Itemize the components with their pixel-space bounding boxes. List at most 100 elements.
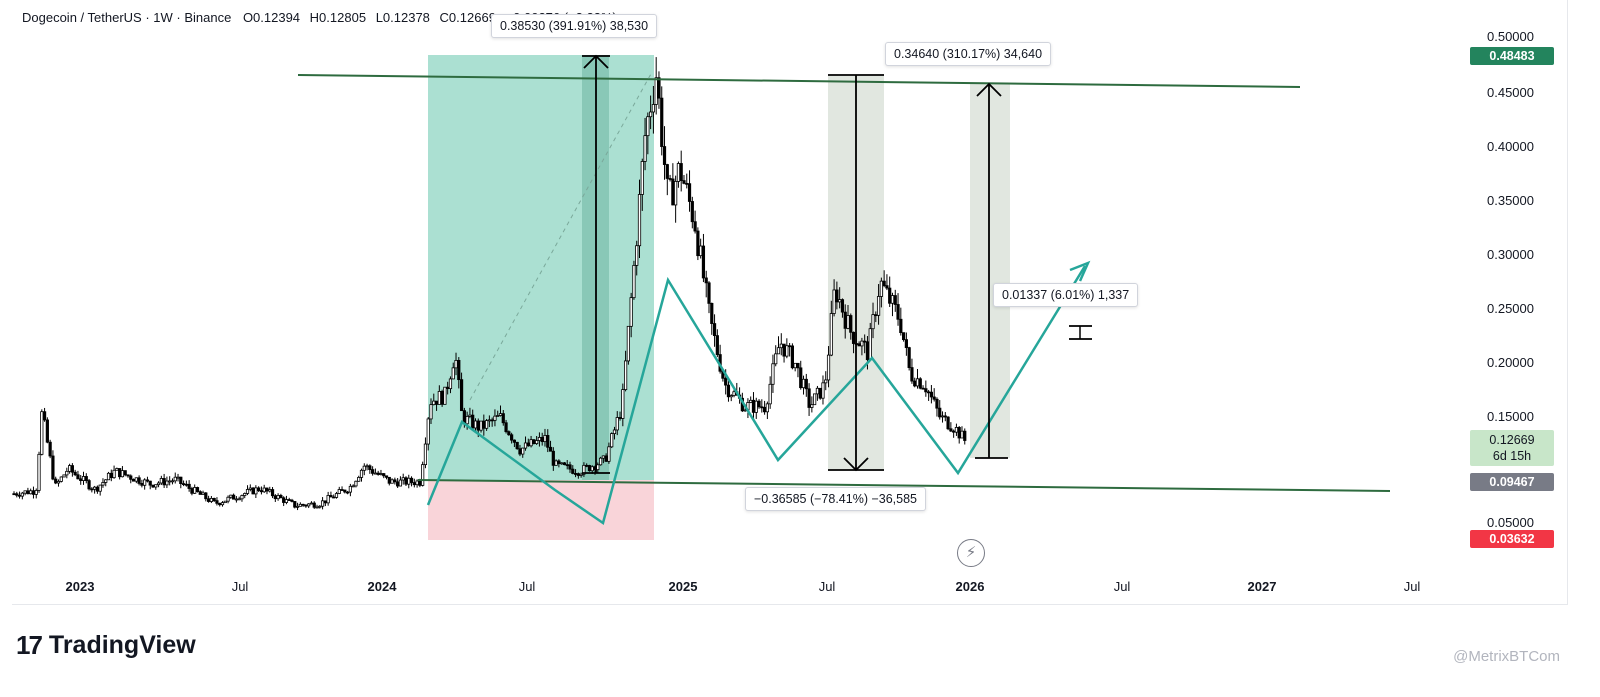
candle-body (515, 441, 519, 450)
current-price: 0.12669 (1489, 433, 1535, 447)
candle-body (635, 245, 639, 266)
candle-body (604, 455, 608, 462)
candle-body (671, 178, 675, 206)
candle-body (81, 476, 86, 481)
candle-body (712, 323, 717, 337)
candle-body (618, 417, 622, 419)
candle-body (31, 490, 36, 495)
candle-body (557, 460, 561, 464)
price-tag-mid: 0.09467 (1470, 473, 1554, 491)
candle-body (651, 104, 656, 113)
symbol-name[interactable]: Dogecoin / TetherUS · 1W · Binance (22, 10, 232, 25)
candle-body (810, 404, 814, 408)
candle-body (938, 407, 942, 418)
candle-body (429, 404, 433, 420)
candle-body (48, 441, 52, 457)
candle-body (571, 468, 575, 474)
candle-body (879, 280, 883, 297)
candle-body (818, 387, 822, 399)
candle-body (885, 285, 889, 289)
candle-body (662, 146, 667, 165)
candle-body (379, 473, 383, 475)
candle-body (551, 450, 555, 466)
candle-body (112, 469, 116, 479)
candle-body (148, 480, 152, 486)
candle-body (226, 496, 230, 502)
candle-body (615, 417, 619, 431)
price-chart[interactable]: 0.05000 0.15000 0.20000 0.25000 0.30000 0.350… (12, 0, 1567, 604)
candle-body (446, 386, 450, 390)
candle-body (546, 435, 550, 448)
candle-body (785, 345, 789, 357)
candle-body (115, 468, 119, 471)
measure-label-4[interactable]: −0.36585 (−78.41%) −36,585 (745, 487, 926, 511)
candle-body (548, 446, 553, 452)
candle-body (952, 430, 956, 433)
candle-body (218, 502, 222, 506)
candle-body (496, 415, 500, 417)
candle-body (532, 439, 536, 445)
candle-body (359, 469, 364, 478)
candle-body (334, 493, 339, 498)
candle-body (840, 299, 845, 313)
candle-body (20, 492, 24, 497)
candle-body (418, 480, 422, 486)
candle-body (487, 419, 491, 422)
candle-body (935, 398, 939, 409)
candle-body (332, 496, 336, 499)
measure-label-3[interactable]: 0.01337 (6.01%) 1,337 (993, 283, 1139, 307)
candle-body (590, 466, 594, 472)
candle-body (451, 367, 455, 380)
candle-body (699, 245, 703, 257)
candle-body (612, 429, 617, 435)
y-tick-label: 0.30000 (1487, 247, 1534, 262)
candle-body (632, 264, 636, 299)
candle-body (412, 482, 416, 486)
candle-body (237, 498, 241, 501)
candle-body (654, 77, 658, 105)
candle-body (774, 353, 778, 365)
candle-body (118, 468, 122, 478)
zigzag-arrowhead (1069, 260, 1091, 282)
chart-frame[interactable]: 0.05000 0.15000 0.20000 0.25000 0.30000 0.350… (12, 0, 1568, 605)
measure-label-1[interactable]: 0.38530 (391.91%) 38,530 (491, 14, 658, 38)
tradingview-logo[interactable]: 17 TradingView (16, 630, 196, 661)
candle-body (151, 484, 155, 488)
candle-body (963, 430, 967, 441)
low-value: L0.12378 (375, 10, 430, 25)
candle-body (454, 359, 458, 369)
candle-body (815, 387, 820, 395)
candle-body (890, 295, 895, 304)
candle-body (204, 492, 208, 500)
y-tick-label: 0.15000 (1487, 409, 1534, 424)
candle-body (190, 488, 194, 494)
candle-body (929, 391, 934, 398)
candle-body (137, 477, 141, 484)
candle-body (657, 77, 661, 99)
candle-body (259, 490, 264, 493)
candle-body (907, 347, 911, 368)
candle-body (176, 476, 180, 479)
candle-body (95, 486, 99, 492)
candle-body (596, 464, 600, 471)
measure-label-2[interactable]: 0.34640 (310.17%) 34,640 (885, 42, 1052, 66)
candle-body (265, 487, 269, 492)
candle-body (287, 499, 291, 501)
candle-body (368, 465, 372, 470)
candle-body (724, 377, 728, 386)
lightning-icon[interactable]: ⚡ (957, 539, 985, 567)
long-position-profit-zone (428, 55, 654, 480)
candle-body (871, 314, 875, 330)
candle-body (15, 493, 19, 496)
candle-body (788, 345, 792, 348)
candle-body (876, 296, 881, 316)
candle-body (868, 328, 872, 361)
candle-body (568, 464, 572, 470)
candle-body (624, 360, 628, 391)
price-tag-current: 0.12669 6d 15h (1470, 430, 1554, 466)
candle-body (804, 378, 808, 390)
candle-body (79, 478, 83, 481)
candle-body (179, 476, 183, 485)
candle-body (234, 498, 238, 501)
candle-body (51, 455, 55, 480)
